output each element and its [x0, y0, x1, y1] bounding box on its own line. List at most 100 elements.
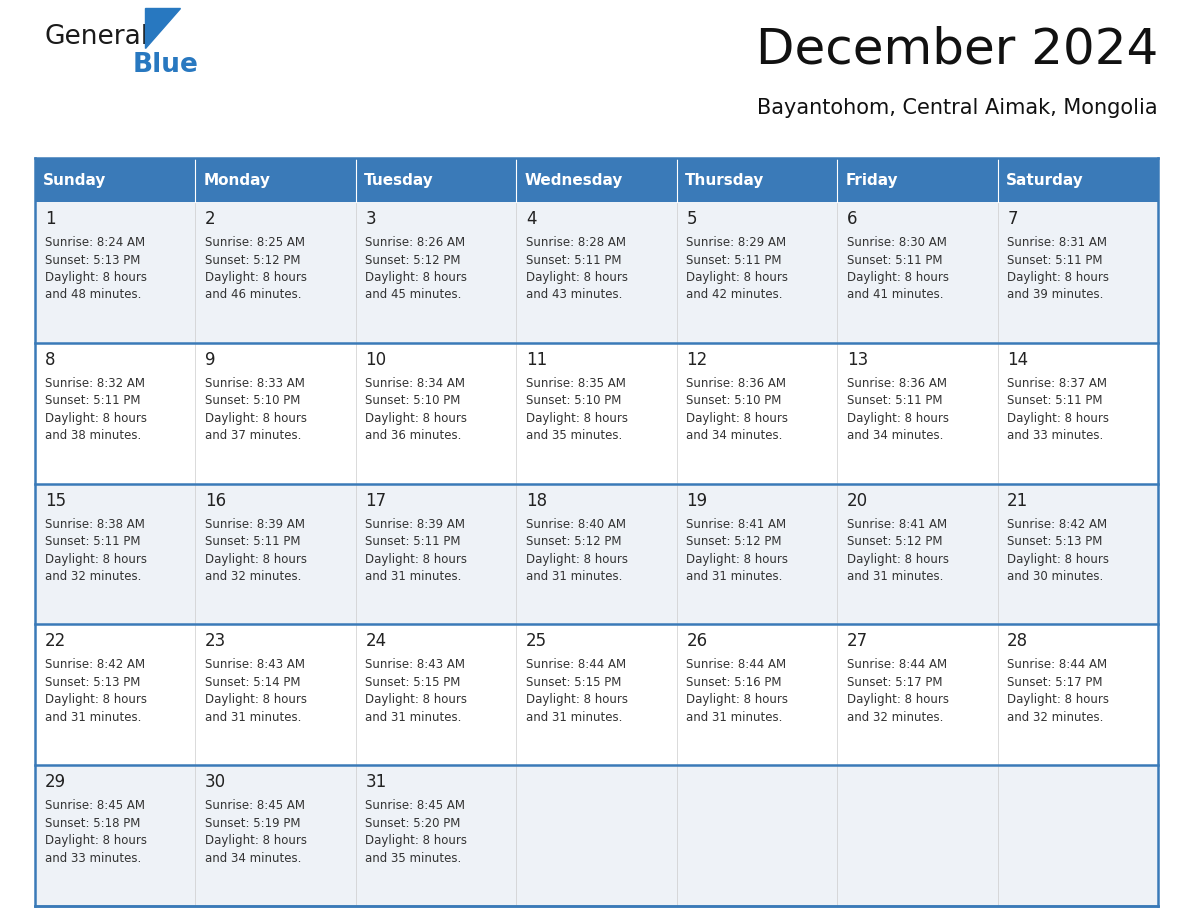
Text: and 34 minutes.: and 34 minutes.: [206, 852, 302, 865]
Text: Sunset: 5:10 PM: Sunset: 5:10 PM: [366, 395, 461, 408]
Text: Sunset: 5:13 PM: Sunset: 5:13 PM: [45, 253, 140, 266]
Text: 5: 5: [687, 210, 697, 228]
Text: Daylight: 8 hours: Daylight: 8 hours: [206, 834, 307, 847]
Text: and 32 minutes.: and 32 minutes.: [206, 570, 302, 583]
Bar: [838, 158, 998, 202]
Text: 31: 31: [366, 773, 387, 791]
Text: Sunrise: 8:30 AM: Sunrise: 8:30 AM: [847, 236, 947, 249]
Text: Sunrise: 8:45 AM: Sunrise: 8:45 AM: [366, 800, 466, 812]
Text: Daylight: 8 hours: Daylight: 8 hours: [45, 834, 146, 847]
Text: Daylight: 8 hours: Daylight: 8 hours: [206, 553, 307, 565]
Bar: [998, 158, 1158, 202]
Text: and 42 minutes.: and 42 minutes.: [687, 288, 783, 301]
Bar: [34, 624, 1158, 766]
Text: Sunrise: 8:31 AM: Sunrise: 8:31 AM: [1007, 236, 1107, 249]
Bar: [34, 342, 1158, 484]
Text: 1: 1: [45, 210, 56, 228]
Text: Sunset: 5:11 PM: Sunset: 5:11 PM: [1007, 395, 1102, 408]
Text: Wednesday: Wednesday: [524, 173, 623, 187]
Text: and 32 minutes.: and 32 minutes.: [1007, 711, 1104, 724]
Text: 20: 20: [847, 492, 868, 509]
Text: Daylight: 8 hours: Daylight: 8 hours: [526, 271, 628, 284]
Text: 6: 6: [847, 210, 858, 228]
Bar: [517, 158, 677, 202]
Text: Daylight: 8 hours: Daylight: 8 hours: [687, 553, 789, 565]
Text: Daylight: 8 hours: Daylight: 8 hours: [847, 693, 949, 706]
Text: and 45 minutes.: and 45 minutes.: [366, 288, 462, 301]
Text: Daylight: 8 hours: Daylight: 8 hours: [1007, 553, 1110, 565]
Text: Sunrise: 8:25 AM: Sunrise: 8:25 AM: [206, 236, 305, 249]
Text: 7: 7: [1007, 210, 1018, 228]
Text: 19: 19: [687, 492, 708, 509]
Text: Daylight: 8 hours: Daylight: 8 hours: [366, 693, 468, 706]
Text: December 2024: December 2024: [756, 25, 1158, 73]
Text: Sunset: 5:11 PM: Sunset: 5:11 PM: [366, 535, 461, 548]
Text: Daylight: 8 hours: Daylight: 8 hours: [366, 412, 468, 425]
Text: 12: 12: [687, 351, 708, 369]
Text: and 35 minutes.: and 35 minutes.: [366, 852, 462, 865]
Text: Daylight: 8 hours: Daylight: 8 hours: [526, 693, 628, 706]
Text: Sunset: 5:18 PM: Sunset: 5:18 PM: [45, 817, 140, 830]
Text: Sunrise: 8:43 AM: Sunrise: 8:43 AM: [366, 658, 466, 671]
Text: Daylight: 8 hours: Daylight: 8 hours: [206, 271, 307, 284]
Text: Sunrise: 8:32 AM: Sunrise: 8:32 AM: [45, 376, 145, 390]
Text: Sunrise: 8:33 AM: Sunrise: 8:33 AM: [206, 376, 305, 390]
Text: Sunrise: 8:45 AM: Sunrise: 8:45 AM: [45, 800, 145, 812]
Text: Daylight: 8 hours: Daylight: 8 hours: [366, 271, 468, 284]
Text: Sunrise: 8:26 AM: Sunrise: 8:26 AM: [366, 236, 466, 249]
Text: Sunset: 5:17 PM: Sunset: 5:17 PM: [1007, 676, 1102, 688]
Text: and 34 minutes.: and 34 minutes.: [687, 430, 783, 442]
Text: 26: 26: [687, 633, 708, 650]
Text: Sunrise: 8:42 AM: Sunrise: 8:42 AM: [45, 658, 145, 671]
Text: and 31 minutes.: and 31 minutes.: [366, 570, 462, 583]
Text: and 31 minutes.: and 31 minutes.: [687, 570, 783, 583]
Text: 9: 9: [206, 351, 215, 369]
Text: 11: 11: [526, 351, 548, 369]
Text: Sunset: 5:11 PM: Sunset: 5:11 PM: [45, 395, 140, 408]
Text: Daylight: 8 hours: Daylight: 8 hours: [847, 271, 949, 284]
Text: Daylight: 8 hours: Daylight: 8 hours: [526, 412, 628, 425]
Text: Sunset: 5:15 PM: Sunset: 5:15 PM: [526, 676, 621, 688]
Text: Daylight: 8 hours: Daylight: 8 hours: [687, 271, 789, 284]
Text: 23: 23: [206, 633, 226, 650]
Text: Sunrise: 8:36 AM: Sunrise: 8:36 AM: [687, 376, 786, 390]
Polygon shape: [145, 8, 181, 48]
Text: Sunset: 5:11 PM: Sunset: 5:11 PM: [847, 253, 942, 266]
Text: Sunset: 5:17 PM: Sunset: 5:17 PM: [847, 676, 942, 688]
Text: 4: 4: [526, 210, 537, 228]
Text: Daylight: 8 hours: Daylight: 8 hours: [847, 412, 949, 425]
Text: and 43 minutes.: and 43 minutes.: [526, 288, 623, 301]
Text: Sunday: Sunday: [43, 173, 107, 187]
Text: Sunrise: 8:36 AM: Sunrise: 8:36 AM: [847, 376, 947, 390]
Text: and 31 minutes.: and 31 minutes.: [687, 711, 783, 724]
Text: Sunset: 5:11 PM: Sunset: 5:11 PM: [687, 253, 782, 266]
Text: Friday: Friday: [845, 173, 898, 187]
Text: Sunrise: 8:42 AM: Sunrise: 8:42 AM: [1007, 518, 1107, 531]
Bar: [34, 202, 1158, 342]
Text: Sunset: 5:16 PM: Sunset: 5:16 PM: [687, 676, 782, 688]
Text: 30: 30: [206, 773, 226, 791]
Text: and 37 minutes.: and 37 minutes.: [206, 430, 302, 442]
Text: and 31 minutes.: and 31 minutes.: [45, 711, 141, 724]
Text: Monday: Monday: [203, 173, 271, 187]
Text: Tuesday: Tuesday: [364, 173, 434, 187]
Text: Daylight: 8 hours: Daylight: 8 hours: [206, 693, 307, 706]
Text: Sunrise: 8:43 AM: Sunrise: 8:43 AM: [206, 658, 305, 671]
Text: Sunrise: 8:44 AM: Sunrise: 8:44 AM: [1007, 658, 1107, 671]
Text: Sunrise: 8:44 AM: Sunrise: 8:44 AM: [847, 658, 947, 671]
Text: 14: 14: [1007, 351, 1029, 369]
Bar: [356, 158, 517, 202]
Text: Sunset: 5:20 PM: Sunset: 5:20 PM: [366, 817, 461, 830]
Text: Sunrise: 8:44 AM: Sunrise: 8:44 AM: [526, 658, 626, 671]
Text: Sunset: 5:11 PM: Sunset: 5:11 PM: [206, 535, 301, 548]
Text: Blue: Blue: [133, 52, 198, 78]
Text: Sunset: 5:10 PM: Sunset: 5:10 PM: [526, 395, 621, 408]
Text: Sunset: 5:13 PM: Sunset: 5:13 PM: [1007, 535, 1102, 548]
Bar: [34, 766, 1158, 906]
Text: Daylight: 8 hours: Daylight: 8 hours: [847, 553, 949, 565]
Text: and 39 minutes.: and 39 minutes.: [1007, 288, 1104, 301]
Text: 13: 13: [847, 351, 868, 369]
Text: Daylight: 8 hours: Daylight: 8 hours: [45, 553, 146, 565]
Text: 17: 17: [366, 492, 386, 509]
Text: and 38 minutes.: and 38 minutes.: [45, 430, 141, 442]
